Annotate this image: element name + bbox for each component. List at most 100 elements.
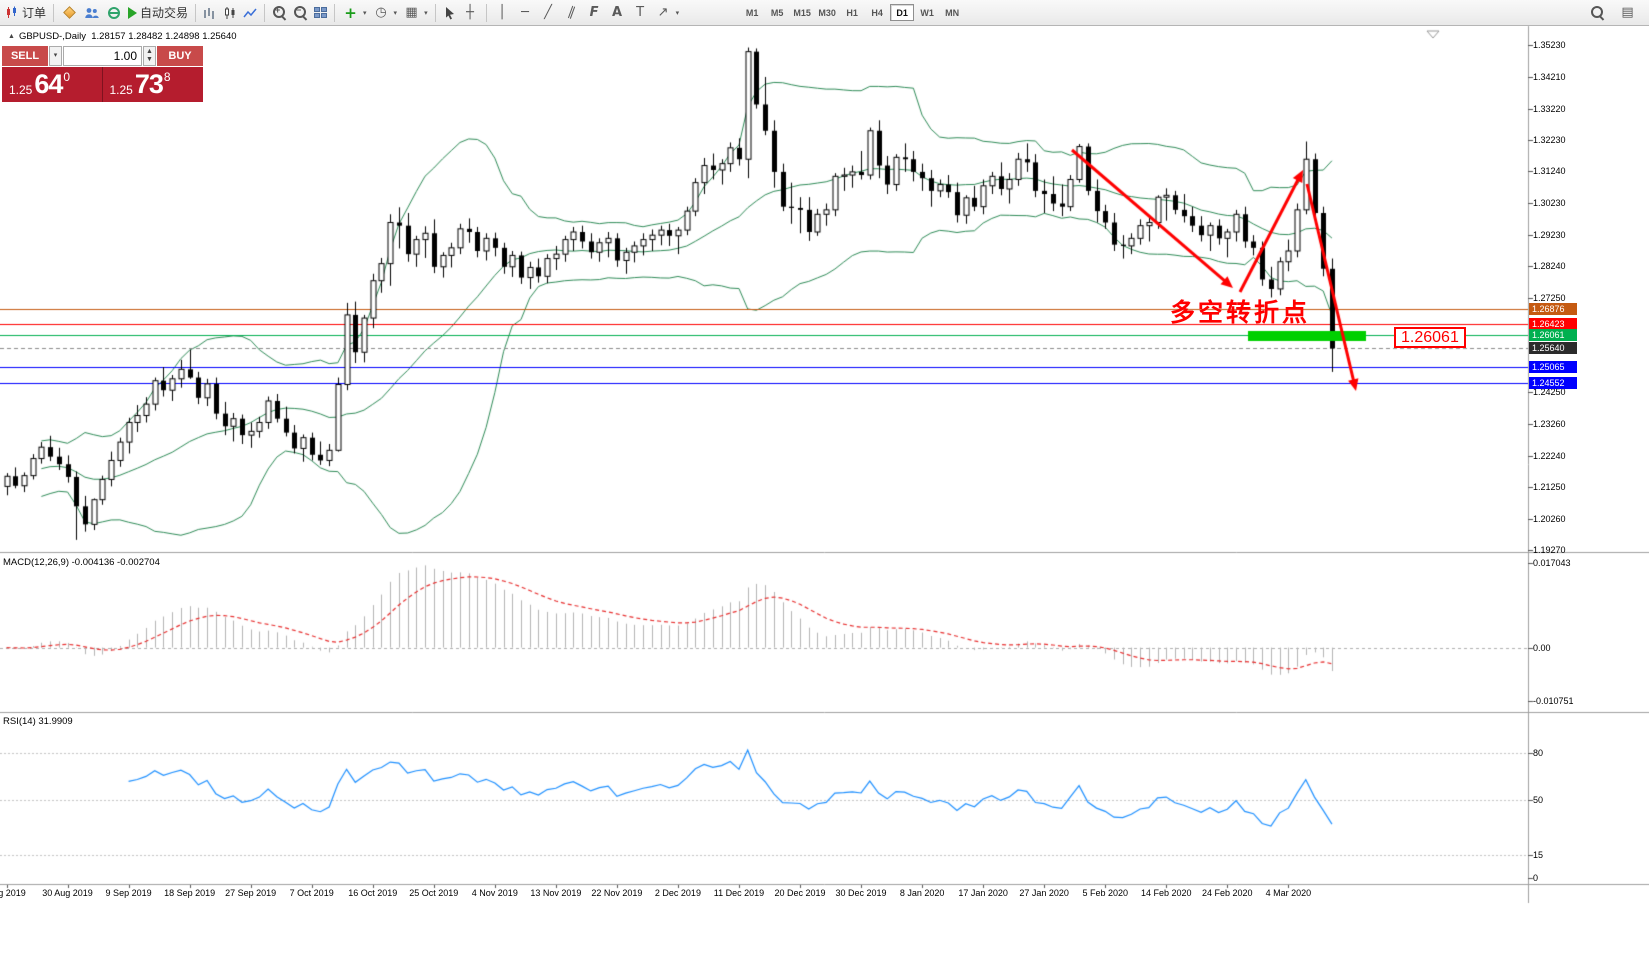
periods-button[interactable]: ◷ ▾ <box>370 2 401 24</box>
macd-label: MACD(12,26,9) -0.004136 -0.002704 <box>3 557 160 568</box>
caret-down-icon: ▾ <box>675 9 680 17</box>
toolbar-separator <box>485 3 487 22</box>
zoom-out-icon: − <box>293 5 308 20</box>
fibonacci-icon: F <box>589 5 599 20</box>
trade-panel-controls: SELL ▾ ▲▼ BUY <box>2 46 203 66</box>
object-list-button[interactable]: ▤ <box>1616 2 1639 24</box>
toolbar-separator <box>264 3 266 22</box>
symbol-info: ▲ GBPUSD-,Daily 1.28157 1.28482 1.24898 … <box>8 31 237 42</box>
users-icon <box>85 7 99 18</box>
metaeditor-icon <box>63 6 76 19</box>
play-icon <box>128 6 138 19</box>
metaeditor-button[interactable] <box>58 2 81 24</box>
trendline-icon: ╱ <box>544 5 552 20</box>
tf-button-m1[interactable]: M1 <box>740 4 764 21</box>
shapes-button[interactable]: ↗ ▾ <box>652 2 683 24</box>
symbol-search-button[interactable] <box>1587 2 1608 24</box>
cursor-icon <box>445 6 454 19</box>
sell-price-display[interactable]: 1.25 64 0 <box>2 67 103 102</box>
tf-button-m15[interactable]: M15 <box>790 4 814 21</box>
new-order-icon <box>7 6 16 18</box>
tile-windows-icon <box>314 7 328 18</box>
list-icon: ▤ <box>1621 5 1634 20</box>
toolbar-separator <box>53 3 55 22</box>
toolbar-right: ▤ <box>1587 2 1639 24</box>
sell-button[interactable]: SELL <box>2 46 48 66</box>
line-chart-button[interactable] <box>240 2 260 24</box>
tf-button-m30[interactable]: M30 <box>815 4 839 21</box>
horizontal-line-icon: ─ <box>521 5 529 20</box>
symbol-collapse-icon[interactable]: ▲ <box>8 33 15 40</box>
zoom-in-button[interactable]: + <box>269 2 290 24</box>
tile-windows-button[interactable] <box>311 2 330 24</box>
indicators-button[interactable]: + ▾ <box>339 2 370 24</box>
text-button[interactable]: A <box>606 2 629 24</box>
volume-dropdown-button[interactable]: ▾ <box>49 46 62 66</box>
tf-button-mn[interactable]: MN <box>940 4 964 21</box>
volume-input[interactable] <box>63 46 142 66</box>
main-toolbar: 订单 自动交易 + − + ▾ ◷ ▾ ▦ ▾ ┼ │ ─ ╱ ∥ F A T ↗ ▾ … <box>0 0 1649 26</box>
volume-stepper[interactable]: ▲ ▼ <box>143 46 156 66</box>
globe-icon <box>107 6 120 19</box>
buy-price-display[interactable]: 1.25 73 8 <box>103 67 204 102</box>
tf-button-w1[interactable]: W1 <box>915 4 939 21</box>
horizontal-line-button[interactable]: ─ <box>514 2 537 24</box>
template-icon: ▦ <box>405 5 418 20</box>
caret-down-icon: ▾ <box>393 9 398 17</box>
sell-price-prefix: 1.25 <box>9 83 33 97</box>
cursor-button[interactable] <box>440 2 459 24</box>
line-icon <box>243 8 257 17</box>
bar-chart-button[interactable] <box>200 2 220 24</box>
turning-point-annotation: 多空转折点 <box>1170 299 1311 327</box>
buy-button[interactable]: BUY <box>157 46 203 66</box>
caret-down-icon: ▾ <box>363 9 367 17</box>
highlight-price-label: 1.26061 <box>1394 327 1466 348</box>
bars-icon <box>204 7 214 19</box>
channel-button[interactable]: ∥ <box>560 2 583 24</box>
buy-price-big: 73 <box>134 69 164 99</box>
buy-price-sup: 8 <box>163 70 171 84</box>
caret-down-icon: ▾ <box>424 9 428 17</box>
tf-button-h4[interactable]: H4 <box>865 4 889 21</box>
tf-button-m5[interactable]: M5 <box>765 4 789 21</box>
toolbar-separator <box>195 3 197 22</box>
clock-icon: ◷ <box>375 5 387 20</box>
text-icon: A <box>612 5 623 20</box>
search-icon <box>1590 5 1605 20</box>
arrow-shape-icon: ↗ <box>657 5 669 20</box>
crosshair-button[interactable]: ┼ <box>459 2 482 24</box>
toolbar-separator <box>334 3 336 22</box>
vertical-line-icon: │ <box>498 5 506 20</box>
timeframe-toolbar: M1 M5 M15 M30 H1 H4 D1 W1 MN <box>740 4 964 21</box>
tf-button-d1[interactable]: D1 <box>890 4 915 21</box>
rsi-label: RSI(14) 31.9909 <box>3 716 73 727</box>
sell-price-sup: 0 <box>63 70 71 84</box>
autotrading-button[interactable]: 自动交易 <box>125 2 191 24</box>
market-button[interactable] <box>102 2 125 24</box>
crosshair-icon: ┼ <box>466 5 474 20</box>
trendline-button[interactable]: ╱ <box>537 2 560 24</box>
add-indicator-icon: + <box>344 3 357 22</box>
fibonacci-button[interactable]: F <box>583 2 606 24</box>
templates-button[interactable]: ▦ ▾ <box>400 2 431 24</box>
label-button[interactable]: T <box>629 2 652 24</box>
symbol-info-text: GBPUSD-,Daily 1.28157 1.28482 1.24898 1.… <box>18 31 237 42</box>
trade-panel-prices: 1.25 64 0 1.25 73 8 <box>2 67 203 102</box>
zoom-out-button[interactable]: − <box>290 2 311 24</box>
zoom-in-icon: + <box>272 5 287 20</box>
vertical-line-button[interactable]: │ <box>491 2 514 24</box>
label-icon: T <box>636 5 645 20</box>
candlestick-chart-button[interactable] <box>220 2 240 24</box>
toolbar-separator <box>434 3 436 22</box>
tf-button-h1[interactable]: H1 <box>840 4 864 21</box>
sell-price-big: 64 <box>34 69 63 99</box>
new-order-label: 订单 <box>22 6 47 20</box>
candles-icon <box>225 6 235 19</box>
autotrading-label: 自动交易 <box>140 6 189 20</box>
community-button[interactable] <box>81 2 102 24</box>
new-order-button[interactable]: 订单 <box>2 2 49 24</box>
buy-price-prefix: 1.25 <box>109 83 133 97</box>
channel-icon: ∥ <box>565 4 577 21</box>
